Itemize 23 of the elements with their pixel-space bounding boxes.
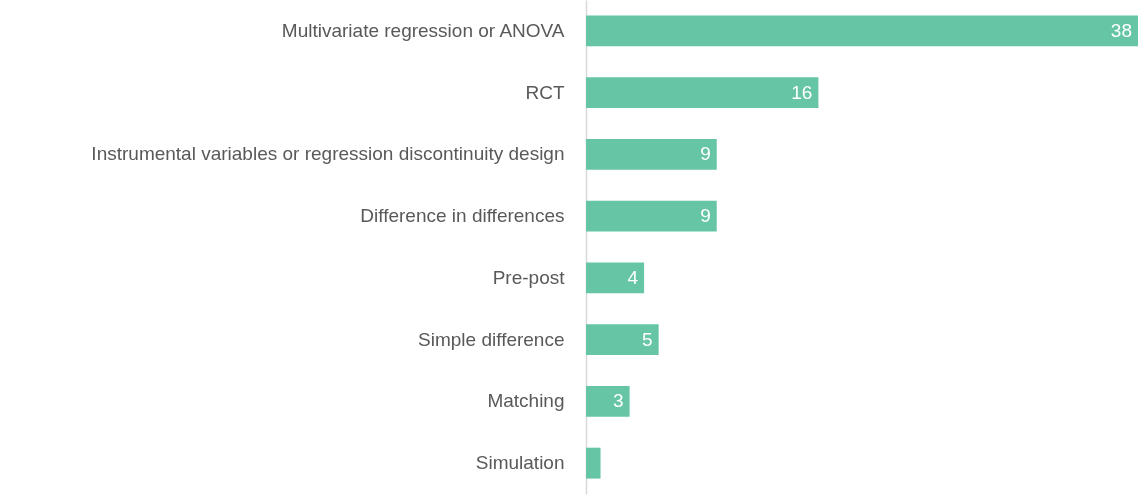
bar	[586, 15, 1138, 47]
data-label: 9	[700, 205, 711, 227]
data-label: 38	[1110, 19, 1132, 41]
y-tick-label: Pre-post	[492, 266, 566, 288]
y-tick-label: Instrumental variables or regression discontinuity design	[91, 143, 565, 165]
y-tick-label: Simulation	[475, 452, 565, 474]
bar	[586, 77, 819, 109]
bar	[586, 262, 645, 294]
y-tick-label: Multivariate regression or ANOVA	[281, 19, 565, 41]
bar	[586, 385, 630, 417]
bar	[586, 324, 659, 356]
data-label: 4	[627, 266, 639, 288]
y-tick-label: RCT	[525, 81, 565, 103]
bar	[586, 200, 717, 232]
data-label: 9	[700, 143, 711, 165]
data-label: 16	[791, 81, 813, 103]
data-label: 5	[642, 328, 653, 350]
bar	[586, 138, 717, 170]
bar	[586, 447, 601, 479]
y-tick-label: Simple difference	[418, 328, 565, 350]
y-tick-label: Difference in differences	[360, 205, 565, 227]
data-label: 3	[613, 390, 624, 412]
y-tick-label: Matching	[487, 390, 565, 412]
